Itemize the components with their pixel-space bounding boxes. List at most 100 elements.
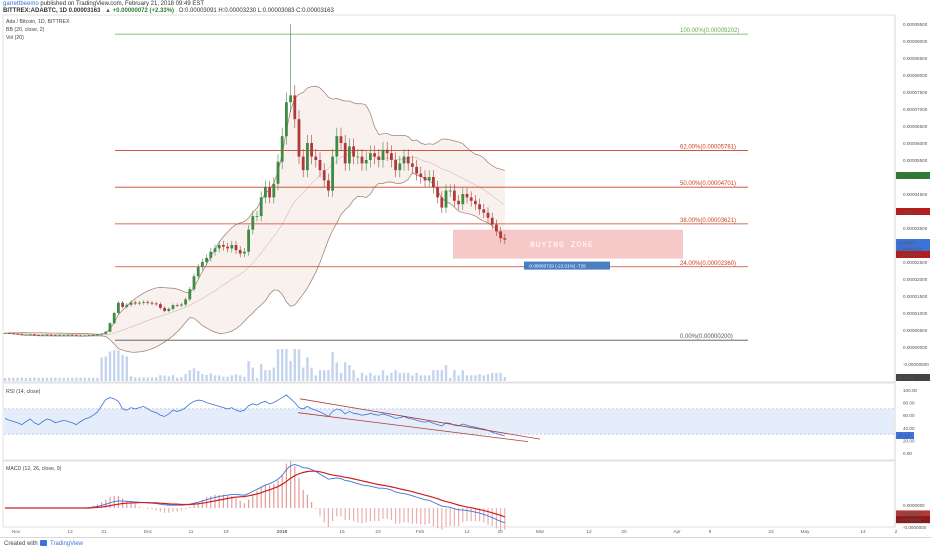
macd-histogram-bar [420,508,421,525]
macd-histogram-bar [319,508,320,516]
volume-bar [16,378,18,381]
volume-bar [394,370,396,381]
candle-body [159,304,162,308]
candle-body [151,303,154,304]
volume-bar [96,378,98,381]
time-axis-tick: 11 [189,529,194,535]
volume-bar [327,370,329,381]
bollinger-bands [5,86,505,352]
macd-histogram-bar [391,508,392,520]
candle-body [146,302,149,303]
candle-body [113,313,116,323]
volume-bar [411,375,413,381]
candle-body [344,143,347,163]
candle-body [50,335,53,336]
chart-canvas[interactable]: Ada / Bitcoin, 1D, BITTREX BB (20, close… [0,0,932,537]
volume-bar [121,355,123,381]
candle-body [327,180,330,190]
volume-bar [365,375,367,381]
candle-body [104,332,107,334]
volume-bar [285,349,287,381]
candle-body [41,335,44,336]
candle-body [298,119,301,156]
volume-bar [134,377,136,381]
candle-body [281,136,284,162]
macd-signal-line [5,471,505,517]
buying-zone[interactable]: BUYING ZONE-0.00000729 (-22.01%) -729 [453,230,683,270]
macd-histogram-bar [198,502,199,508]
volume-bar [474,375,476,381]
candle-body [499,231,502,238]
candle-body [319,160,322,170]
volume-bar [252,368,254,381]
volume-bar [420,375,422,381]
buying-zone-label: BUYING ZONE [530,241,594,250]
volume-bar [8,378,10,381]
volume-bar [75,378,77,381]
candle-body [218,245,221,248]
time-axis-tick: 20 [621,529,627,535]
candle-body [453,191,456,201]
candle-body [20,334,23,335]
fib-level-label: 100.00%(0.00009202) [680,28,739,34]
tradingview-brand[interactable]: TradingView [50,541,83,547]
volume-bar [126,356,128,381]
pane-frames [3,15,895,527]
volume-bar [441,370,443,381]
volume-bar [436,370,438,381]
macd-histogram-bar [445,508,446,527]
volume-bar [491,373,493,381]
macd-histogram-bar [298,478,299,508]
price-axis-tick: 0.00006000 [903,141,928,146]
volume-bar [42,378,44,381]
rsi-axis-tick: 40.00 [903,426,915,431]
macd-histogram-bar [433,508,434,526]
macd-histogram-bar [378,508,379,521]
time-axis-tick: 21 [101,529,107,535]
candle-body [235,245,238,250]
volume-bar [151,377,153,381]
time-axis-tick: 2 [895,529,898,535]
macd-histogram-bar [147,508,148,509]
volume-bar [483,375,485,381]
volume-bar [386,375,388,381]
volume-bar [445,365,447,381]
volume-bar [470,375,472,381]
macd-histogram-bar [130,503,131,508]
price-axis[interactable]: 0.000095000.000090000.000085000.00008000… [896,22,930,530]
macd-pane-frame [3,461,895,527]
volume-bar [378,375,380,381]
macd-histogram-bar [328,508,329,527]
candle-body [268,187,271,197]
candle-body [37,335,40,336]
volume-bar [239,375,241,381]
volume-bar [315,375,317,381]
macd-histogram-bar [466,508,467,521]
created-with-text: Created with [4,541,38,547]
candle-body [386,150,389,153]
macd-histogram-bar [403,508,404,522]
macd-histogram-bar [181,508,182,510]
price-axis-tick: 0.00002000 [903,277,928,282]
rsi-axis-tick: 20.00 [903,438,915,443]
macd-histogram-bar [151,508,152,509]
macd-histogram-bar [437,508,438,528]
candle-body [272,184,275,198]
macd-histogram-bar [269,485,270,508]
price-axis-tick: 0.00006500 [903,124,928,129]
candle-body [209,252,212,258]
candle-body [201,262,204,267]
candle-body [440,197,443,207]
macd-histogram-bar [311,502,312,508]
volume-bar [499,373,501,381]
volume-bar [449,378,451,381]
candle-body [487,213,490,218]
volume-bar [130,376,132,381]
volume-bar [428,375,430,381]
candle-body [62,335,65,336]
rsi-last-value: 27.15 [898,433,910,438]
macd-badge-bottom-label: -0.0000000 [898,518,922,523]
volume-bar [214,375,216,381]
volume-bar [453,370,455,381]
